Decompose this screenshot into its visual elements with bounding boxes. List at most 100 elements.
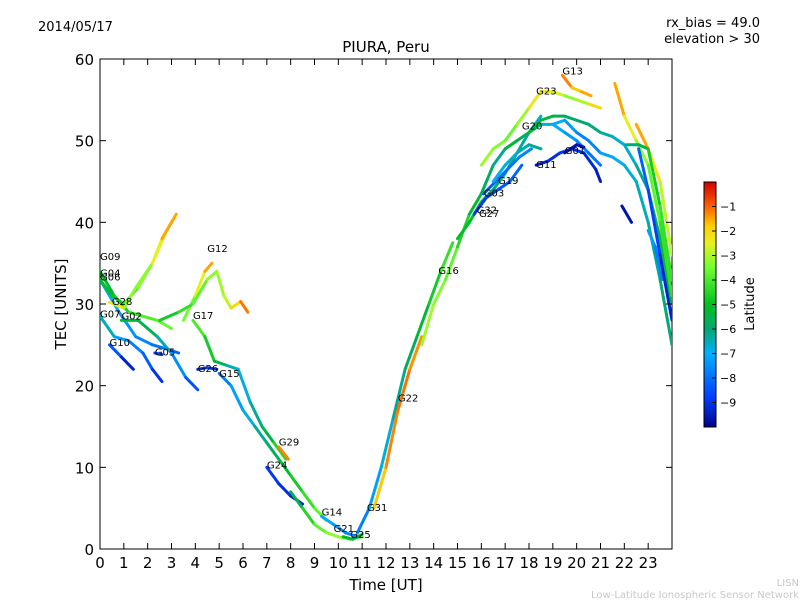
series-G06b (646, 229, 664, 281)
elevation-label: elevation > 30 (664, 32, 760, 47)
series-segment (153, 351, 164, 357)
series-segment (236, 367, 252, 404)
series-G19 (491, 143, 543, 183)
series-label: G07 (100, 309, 120, 320)
series-G07b (637, 147, 672, 322)
series-label: G25 (350, 530, 370, 541)
series-segment (551, 122, 567, 134)
series-segment (563, 131, 579, 143)
series-G15 (217, 371, 328, 522)
colorbar-tick-label: −3 (720, 250, 736, 263)
series-G05 (153, 351, 164, 357)
x-tick-label: 21 (591, 554, 610, 572)
series-segment (491, 163, 507, 183)
series-segment (551, 90, 567, 98)
series-segment (646, 163, 662, 224)
series-segment (355, 506, 371, 535)
series-segment (141, 351, 154, 371)
series-segment (634, 122, 650, 151)
series-segment (515, 131, 531, 155)
series-segment (289, 474, 305, 494)
x-tick-label: 19 (543, 554, 562, 572)
series-segment (203, 261, 214, 273)
series-segment (587, 139, 602, 155)
series-segment (575, 118, 591, 126)
x-tick-label: 4 (191, 554, 201, 572)
chart-title: PIURA, Peru (342, 38, 429, 56)
series-label: G04 (100, 268, 120, 279)
series-label: G03 (484, 188, 504, 199)
x-tick-label: 14 (424, 554, 443, 572)
series-segment (503, 122, 519, 143)
series-segment (100, 314, 116, 339)
series-segment (384, 408, 400, 469)
series-segment (158, 310, 181, 322)
series-segment (127, 339, 145, 355)
series-segment (379, 416, 395, 469)
series-segment (658, 180, 672, 257)
series-segment (546, 151, 562, 163)
series-segment (191, 278, 209, 306)
series-G10 (108, 343, 135, 371)
series-label: G10 (110, 338, 130, 349)
series-segment (563, 94, 579, 102)
series-segment (177, 302, 195, 314)
series-segment (108, 343, 123, 359)
series-segment (658, 220, 672, 298)
series-segment (658, 253, 672, 322)
series-G22 (372, 335, 424, 510)
series-label: G22 (398, 393, 418, 404)
series-G13c (551, 118, 672, 347)
series-segment (239, 300, 250, 314)
series-segment (496, 180, 512, 192)
series-label: G02 (121, 312, 141, 323)
series-label: G16 (438, 266, 458, 277)
series-segment (575, 131, 591, 143)
colorbar-tick-label: −4 (720, 274, 736, 287)
series-label: G12 (207, 244, 227, 255)
y-axis-ticks: 0 10 20 30 40 50 60 (75, 51, 672, 559)
series-G13 (560, 73, 593, 98)
series-segment (134, 261, 154, 290)
series-segment (150, 367, 164, 384)
series-segment (391, 367, 407, 420)
series-G23 (479, 90, 602, 167)
y-tick-label: 40 (75, 214, 94, 232)
series-segment (415, 302, 431, 339)
y-tick-label: 50 (75, 133, 94, 151)
series-G17 (191, 318, 288, 461)
series-label: G26 (198, 364, 218, 375)
colorbar-tick-label: −7 (720, 348, 736, 361)
colorbar-tick-label: −9 (720, 397, 736, 410)
series-segment (637, 147, 650, 192)
colorbar-tick-label: −8 (720, 372, 736, 385)
series-segment (587, 102, 602, 110)
series-segment (439, 241, 455, 273)
series-segment (272, 441, 288, 461)
series-G20 (503, 122, 602, 167)
series-segment (301, 506, 316, 526)
series-segment (582, 151, 598, 171)
x-tick-label: 18 (519, 554, 538, 572)
x-tick-label: 10 (329, 554, 348, 572)
series-label: G32 (477, 206, 497, 217)
x-tick-label: 22 (615, 554, 634, 572)
series-segment (515, 143, 531, 155)
x-tick-label: 7 (262, 554, 272, 572)
series-layer (100, 73, 672, 541)
series-segment (396, 367, 412, 412)
series-segment (100, 269, 116, 298)
series-G27 (472, 163, 524, 216)
series-segment (193, 269, 207, 298)
series-segment (587, 122, 602, 134)
series-segment (646, 229, 657, 249)
series-segment (658, 278, 672, 347)
series-segment (482, 180, 498, 196)
series-segment (420, 302, 436, 347)
series-segment (343, 531, 359, 539)
series-segment (117, 310, 138, 339)
series-segment (599, 131, 614, 139)
series-segment (563, 143, 579, 155)
series-segment (222, 294, 233, 310)
series-label: G09 (100, 252, 120, 263)
